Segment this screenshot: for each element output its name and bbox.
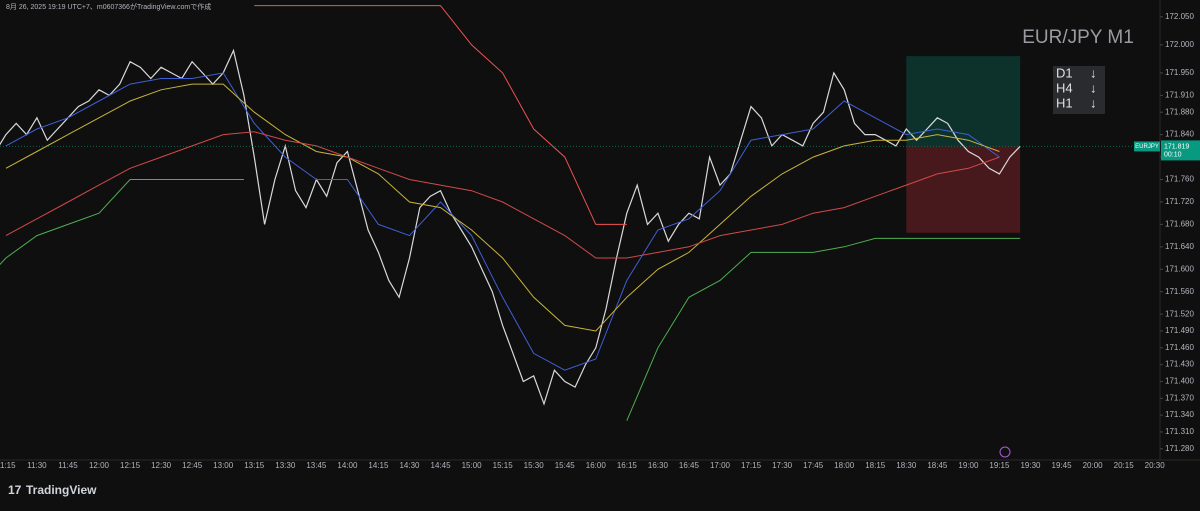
price-label: 171.819 bbox=[1164, 143, 1189, 150]
series-line bbox=[5, 131, 1000, 259]
x-tick-label: 13:00 bbox=[213, 461, 234, 470]
trend-label: H4 bbox=[1056, 80, 1073, 95]
x-tick-label: 19:30 bbox=[1020, 461, 1041, 470]
y-tick-label: 171.950 bbox=[1165, 68, 1194, 77]
caption: 8月 26, 2025 19:19 UTC+7、m0607366がTrading… bbox=[6, 2, 211, 11]
countdown: 00:10 bbox=[1164, 151, 1182, 158]
series-line bbox=[0, 179, 1021, 421]
x-tick-label: 19:45 bbox=[1052, 461, 1073, 470]
trend-panel bbox=[1053, 66, 1105, 114]
x-tick-label: 14:45 bbox=[431, 461, 452, 470]
x-tick-label: 17:30 bbox=[772, 461, 793, 470]
y-tick-label: 172.050 bbox=[1165, 12, 1194, 21]
x-tick-label: 14:00 bbox=[337, 461, 358, 470]
x-tick-label: 19:00 bbox=[958, 461, 979, 470]
y-tick-label: 171.460 bbox=[1165, 343, 1194, 352]
y-tick-label: 171.370 bbox=[1165, 393, 1194, 402]
x-tick-label: 15:00 bbox=[462, 461, 483, 470]
x-tick-label: 16:30 bbox=[648, 461, 669, 470]
trend-label: H1 bbox=[1056, 95, 1073, 110]
series-line bbox=[5, 83, 1000, 332]
symbol-label: EURJPY bbox=[1135, 144, 1159, 150]
x-tick-label: 15:45 bbox=[555, 461, 576, 470]
x-tick-label: 16:00 bbox=[586, 461, 607, 470]
y-tick-label: 171.760 bbox=[1165, 175, 1194, 184]
x-tick-label: 20:00 bbox=[1083, 461, 1104, 470]
series-line bbox=[254, 5, 627, 225]
x-tick-label: 15:30 bbox=[524, 461, 545, 470]
y-tick-label: 171.400 bbox=[1165, 377, 1194, 386]
y-tick-label: 171.490 bbox=[1165, 326, 1194, 335]
x-tick-label: 17:00 bbox=[710, 461, 731, 470]
y-tick-label: 171.640 bbox=[1165, 242, 1194, 251]
x-tick-label: 11:45 bbox=[58, 461, 78, 470]
x-tick-label: 13:30 bbox=[275, 461, 296, 470]
trend-arrow: ↓ bbox=[1090, 80, 1097, 95]
y-tick-label: 171.910 bbox=[1165, 90, 1194, 99]
x-tick-label: 18:30 bbox=[896, 461, 917, 470]
y-tick-label: 171.520 bbox=[1165, 309, 1194, 318]
position-stop bbox=[906, 146, 1021, 233]
x-tick-label: 16:15 bbox=[617, 461, 638, 470]
x-tick-label: 20:30 bbox=[1145, 461, 1166, 470]
trend-label: D1 bbox=[1056, 65, 1073, 80]
x-tick-label: 15:15 bbox=[493, 461, 514, 470]
x-tick-label: 18:00 bbox=[834, 461, 855, 470]
x-tick-label: 18:45 bbox=[927, 461, 948, 470]
trend-arrow: ↓ bbox=[1090, 65, 1097, 80]
x-tick-label: 11:15 bbox=[0, 461, 16, 470]
footer bbox=[0, 478, 1200, 506]
chart-title: EUR/JPY M1 bbox=[1022, 27, 1134, 48]
alert-icon[interactable] bbox=[999, 446, 1011, 458]
x-tick-label: 17:15 bbox=[741, 461, 762, 470]
x-tick-label: 12:45 bbox=[182, 461, 203, 470]
x-tick-label: 13:45 bbox=[306, 461, 327, 470]
brand: TradingView bbox=[26, 483, 97, 497]
x-tick-label: 16:45 bbox=[679, 461, 700, 470]
x-tick-label: 20:15 bbox=[1114, 461, 1135, 470]
x-tick-label: 11:30 bbox=[27, 461, 47, 470]
x-tick-label: 13:15 bbox=[244, 461, 265, 470]
x-tick-label: 14:30 bbox=[399, 461, 420, 470]
x-tick-label: 14:15 bbox=[368, 461, 389, 470]
x-tick-label: 17:45 bbox=[803, 461, 824, 470]
y-tick-label: 171.720 bbox=[1165, 197, 1194, 206]
y-tick-label: 171.430 bbox=[1165, 360, 1194, 369]
y-tick-label: 171.340 bbox=[1165, 410, 1194, 419]
y-tick-label: 172.000 bbox=[1165, 40, 1194, 49]
y-tick-label: 171.280 bbox=[1165, 444, 1194, 453]
y-tick-label: 171.560 bbox=[1165, 287, 1194, 296]
logo-mark: 17 bbox=[8, 483, 22, 497]
trend-arrow: ↓ bbox=[1090, 95, 1097, 110]
symbol-tag bbox=[1134, 141, 1160, 152]
y-tick-label: 171.310 bbox=[1165, 427, 1194, 436]
price-tag bbox=[1161, 140, 1200, 161]
x-tick-label: 12:30 bbox=[151, 461, 172, 470]
x-tick-label: 12:15 bbox=[120, 461, 141, 470]
y-tick-label: 171.680 bbox=[1165, 219, 1194, 228]
x-tick-label: 19:15 bbox=[989, 461, 1010, 470]
series-line bbox=[0, 48, 1021, 406]
y-tick-label: 171.600 bbox=[1165, 264, 1194, 273]
series-line bbox=[5, 72, 1000, 371]
x-tick-label: 12:00 bbox=[89, 461, 110, 470]
y-tick-label: 171.880 bbox=[1165, 107, 1194, 116]
y-tick-label: 171.840 bbox=[1165, 130, 1194, 139]
x-tick-label: 18:15 bbox=[865, 461, 886, 470]
